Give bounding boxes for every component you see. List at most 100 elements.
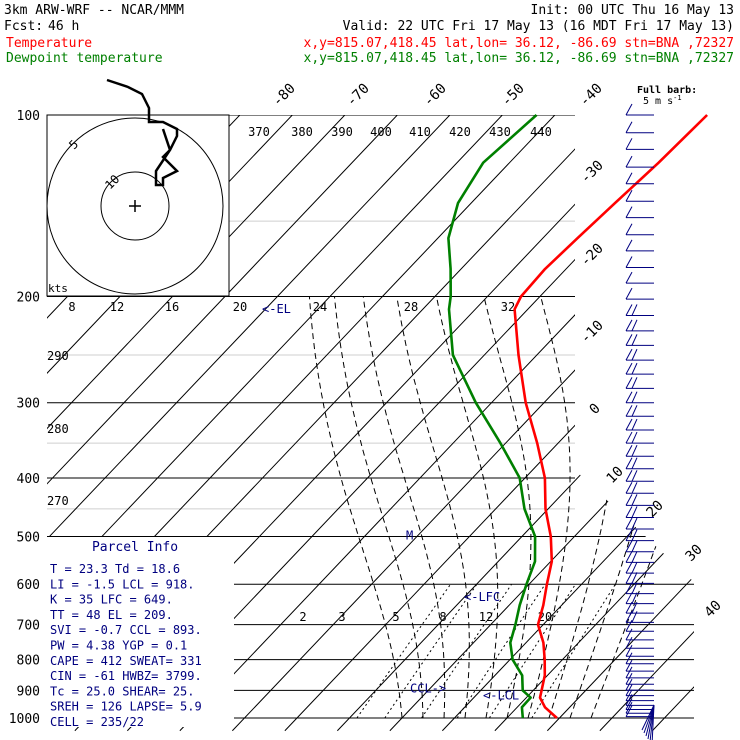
wind-barb [625, 506, 654, 518]
wind-barb [625, 592, 654, 605]
pressure-label: 200 [17, 291, 40, 306]
wind-barb [625, 189, 654, 202]
parcel-info-row: CELL = 235/22 [50, 715, 144, 729]
parcel-info-row: SVI = -0.7 CCL = 893. [50, 623, 202, 637]
wind-barbs [625, 103, 655, 740]
wind-barb [625, 348, 654, 361]
wind-barb [625, 239, 654, 252]
wind-barb [625, 702, 654, 714]
mixing-ratio-line [488, 583, 576, 719]
mixing-ratio-bottom-label: 5 [392, 610, 399, 624]
wind-barb [625, 672, 654, 685]
wind-barb [625, 155, 654, 168]
pressure-label: 600 [17, 578, 40, 593]
el-marker: <-EL [262, 302, 291, 316]
theta-e-label: 400 [370, 125, 392, 139]
lfc-marker: <-LFC [464, 590, 500, 604]
full-barb-label: Full barb: [637, 85, 697, 96]
isotherm-label: 10 [604, 464, 627, 487]
dry-adiabat-label: 280 [47, 422, 69, 436]
wind-barb [625, 636, 654, 649]
wind-barb [625, 540, 654, 553]
isotherm-label: 30 [683, 542, 706, 565]
wind-barb [625, 287, 654, 300]
parcel-info-title: Parcel Info [92, 540, 178, 555]
mixing-ratio-top-label: 12 [110, 300, 124, 314]
moist-adiabat-line [548, 296, 618, 719]
parcel-info-row: TT = 48 EL = 209. [50, 608, 173, 622]
wind-barb [625, 705, 654, 718]
init-time: Init: 00 UTC Thu 16 May 13 [531, 3, 735, 18]
parcel-info-background [47, 537, 234, 727]
moist-adiabat-line [308, 296, 403, 719]
theta-e-label: 430 [489, 125, 511, 139]
wind-barb [625, 551, 654, 563]
pressure-label: 400 [17, 472, 40, 487]
dry-adiabat-label: 290 [47, 349, 69, 363]
isotherm-label: -70 [344, 81, 373, 110]
isotherm-label: -20 [578, 241, 607, 270]
isotherm-line [47, 115, 411, 732]
pressure-label: 100 [17, 109, 40, 124]
wind-barb [625, 172, 654, 185]
moist-adiabat-line [362, 296, 446, 719]
parcel-info-row: CIN = -61 HWBZ= 3799. [50, 669, 202, 683]
parcel-info-panel: Parcel Info T = 23.3 Td = 18.6LI = -1.5 L… [47, 537, 234, 729]
moist-adiabat-line [527, 296, 571, 719]
isotherm-label: -10 [578, 318, 607, 347]
wind-barb [625, 223, 654, 236]
ccl-marker: CCL-> [410, 681, 446, 695]
lcl-marker: <-LCL [483, 689, 519, 703]
wind-barb [625, 121, 654, 134]
isotherm-label: 40 [702, 598, 725, 621]
theta-e-label: 380 [291, 125, 313, 139]
isotherm-line [494, 115, 694, 732]
forecast-label: Fcst: [4, 19, 43, 34]
wind-barb [625, 431, 654, 444]
isotherm-line [179, 115, 694, 732]
wind-barb [625, 362, 654, 375]
mixing-ratio-line [421, 583, 513, 719]
mixing-ratio-line [531, 583, 616, 719]
mixing-ratio-labels: 370 380 390 400 410 420 430 440 8 12 16 20 24 28 32 2 3 5… [47, 125, 552, 624]
pressure-label: 500 [17, 530, 40, 545]
wind-barb [625, 457, 654, 470]
parcel-info-row: Tc = 25.0 SHEAR= 25. [50, 684, 195, 698]
wind-barb [625, 256, 654, 268]
isotherm-label: 0 [587, 401, 604, 418]
full-barb-legend: Full barb: 5 m s-1 [637, 85, 697, 107]
wind-barb [625, 684, 654, 697]
full-barb-speed: 5 m s-1 [643, 94, 682, 107]
theta-e-label: 370 [248, 125, 270, 139]
mixing-ratio-line [356, 583, 452, 719]
pressure-label: 1000 [9, 712, 40, 727]
mixing-ratio-top-label: 24 [313, 300, 327, 314]
moist-adiabat-line [436, 296, 499, 719]
parcel-info-row: SREH = 126 LAPSE= 5.9 [50, 700, 202, 714]
isotherm-label: -40 [577, 81, 606, 110]
mixing-ratio-top-label: 8 [68, 300, 75, 314]
wind-barb [625, 470, 654, 482]
isotherm-line [231, 115, 694, 732]
wind-barb [625, 304, 654, 316]
mixing-ratio-bottom-label: 12 [479, 610, 493, 624]
hodograph-units-label: kts [48, 282, 68, 295]
isotherm-line [336, 115, 694, 732]
wind-barb [625, 418, 654, 431]
isotherm-label: -80 [270, 81, 299, 110]
moist-adiabat-line [483, 296, 532, 719]
dry-adiabat-label: 270 [47, 494, 69, 508]
isotherm-line [47, 115, 463, 732]
theta-e-label: 390 [331, 125, 353, 139]
pressure-label: 900 [17, 684, 40, 699]
pressure-label: 700 [17, 619, 40, 634]
isotherm-line [651, 115, 694, 732]
isotherm-line [47, 115, 358, 732]
moist-adiabat-line [396, 296, 470, 719]
theta-e-label: 440 [530, 125, 552, 139]
wind-barb [625, 206, 654, 219]
dewpoint-trace [447, 114, 538, 719]
